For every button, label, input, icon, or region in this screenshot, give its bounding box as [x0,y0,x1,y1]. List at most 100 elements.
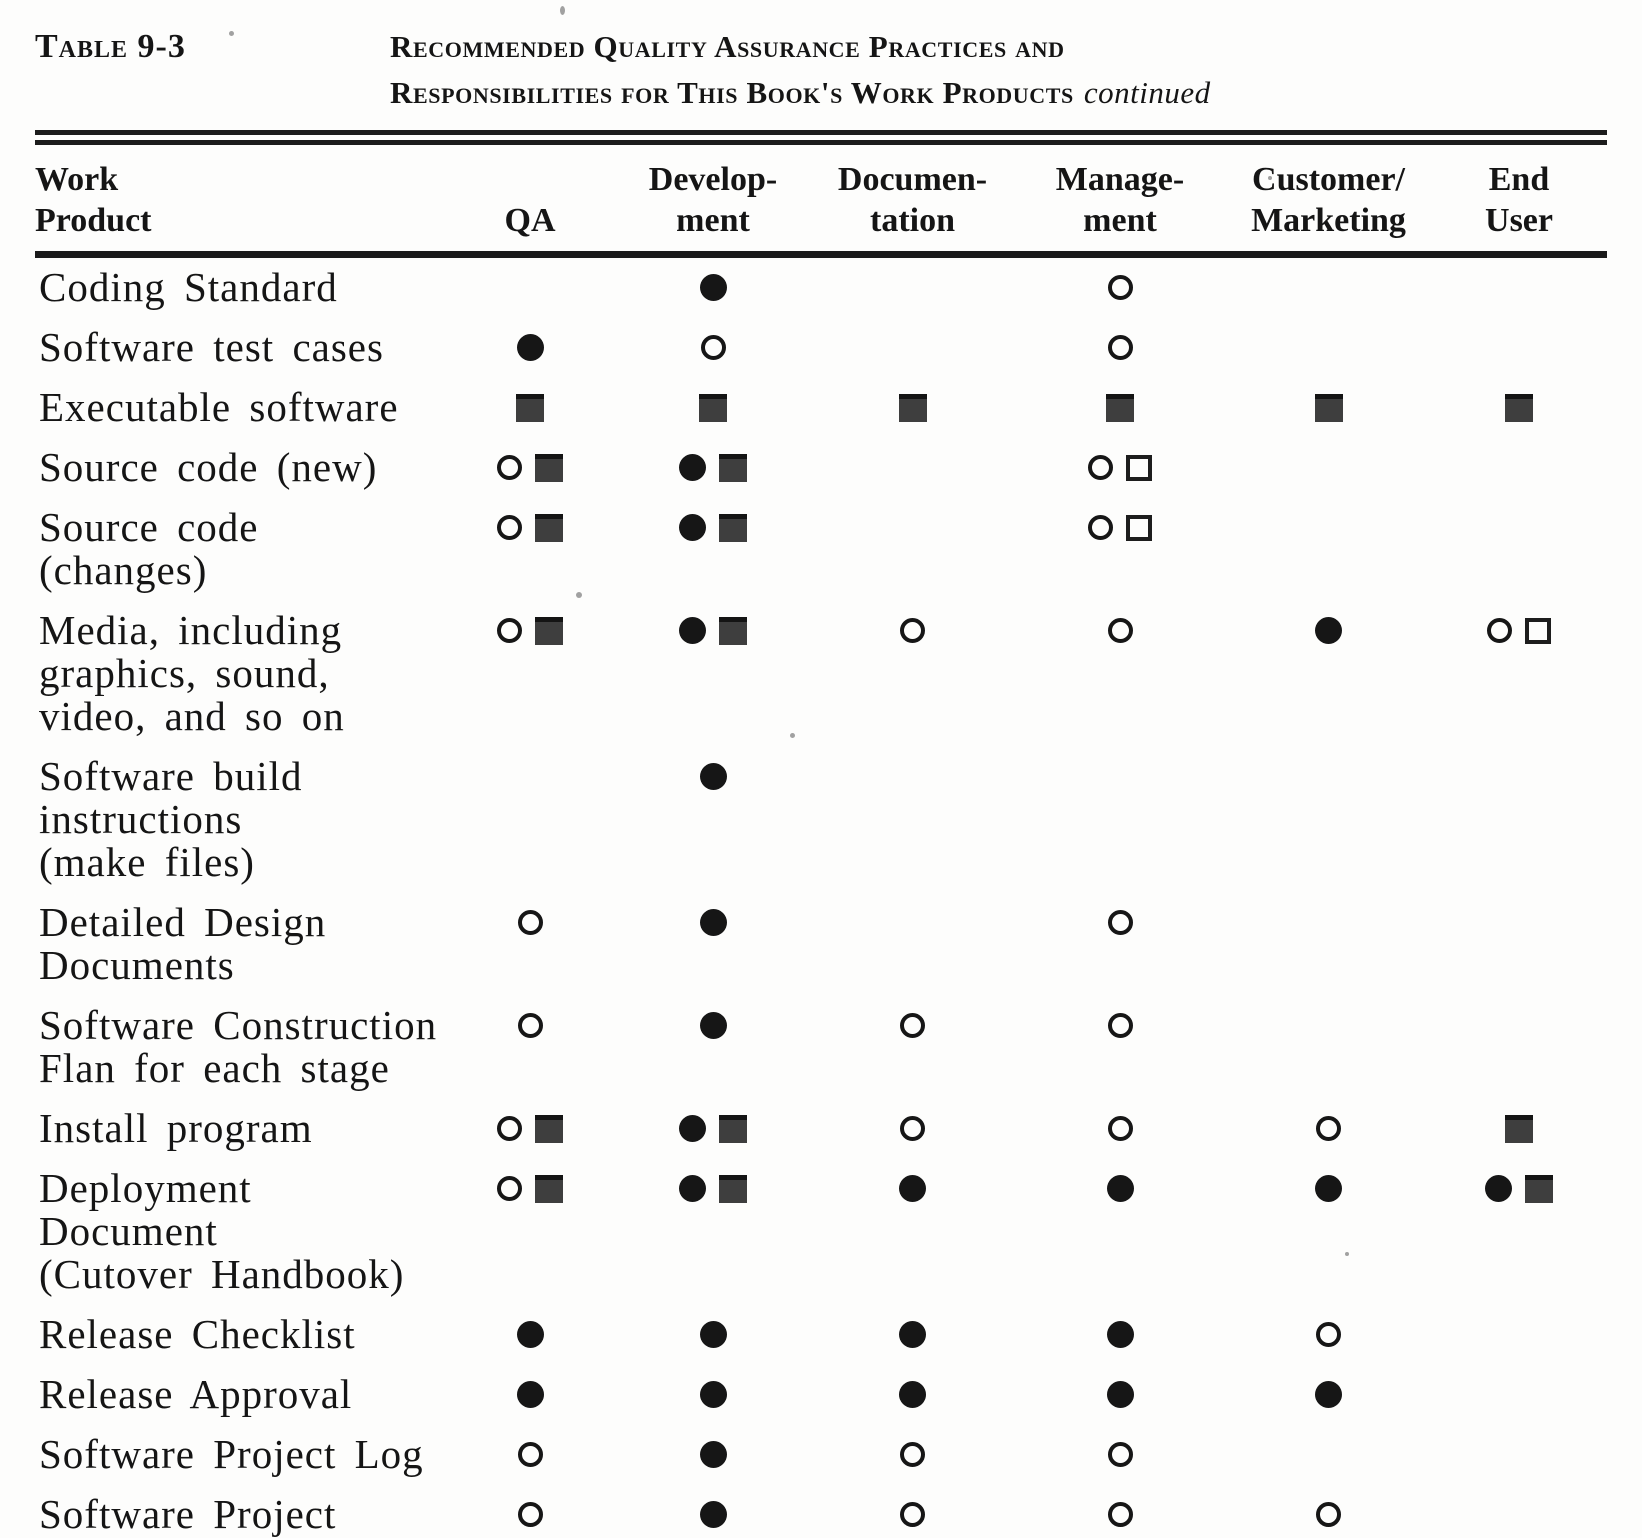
work-product-label: Source code (changes) [39,504,259,593]
filled-square-icon [719,454,747,482]
open-square-icon [1126,455,1152,481]
responsibility-cell [811,378,1014,438]
filled-circle-icon [516,1381,544,1408]
responsibility-cell [811,1305,1014,1365]
table-title-line2: Responsibilities for This Book's Work Pr… [390,70,1211,116]
filled-square-icon [719,1175,747,1203]
responsibility-cell [445,378,615,438]
responsibility-cell [1014,255,1226,319]
scan-speck [560,6,565,15]
responsibility-cell [811,1159,1014,1305]
col-header-work-product: Work Product [35,161,152,239]
responsibility-cell [811,601,1014,747]
responsibility-cell [1014,438,1226,498]
open-circle-icon [1487,618,1512,643]
responsibility-cell [445,318,615,378]
responsibility-cell [1226,438,1431,498]
filled-square-icon [1525,1175,1553,1203]
responsibility-cell [1431,498,1607,601]
filled-circle-icon [1485,1175,1512,1202]
filled-circle-icon [699,1501,727,1528]
open-square-icon [1525,618,1551,644]
responsibility-cell [445,1159,615,1305]
work-product-label: Software build instructions (make files) [39,753,303,885]
open-circle-icon [700,335,726,360]
table-row: Source code (new) [35,438,1607,498]
responsibility-cell [1431,601,1607,747]
filled-circle-icon [699,1321,727,1348]
responsibility-cell [1014,747,1226,893]
responsibility-cell [1431,438,1607,498]
responsibility-cell [1226,1099,1431,1159]
responsibility-cell [811,1365,1014,1425]
responsibility-cell [1014,498,1226,601]
open-circle-icon [1107,335,1133,360]
filled-circle-icon [699,763,727,790]
responsibility-cell [615,601,811,747]
responsibility-cell [445,1425,615,1485]
continued-label: continued [1083,75,1211,110]
responsibility-cell [615,747,811,893]
responsibility-cell [1431,747,1607,893]
responsibility-cell [1014,1305,1226,1365]
table-title-line2-text: Responsibilities for This Book's Work Pr… [390,75,1074,110]
responsibility-cell [1431,1159,1607,1305]
responsibility-cell [1226,893,1431,996]
table-row: Software Project Log [35,1425,1607,1485]
table-number-label: Table 9-3 [35,28,186,65]
open-circle-icon [1316,1322,1341,1347]
responsibility-cell [615,1485,811,1538]
work-product-label: Software Project Log [39,1431,424,1477]
filled-circle-icon [1106,1321,1134,1348]
filled-circle-icon [1315,1175,1342,1202]
work-product-label: Source code (new) [39,444,378,490]
responsibility-cell [1014,1485,1226,1538]
responsibility-cell [1014,1365,1226,1425]
work-product-label: Release Checklist [39,1311,356,1357]
open-circle-icon [1107,275,1133,300]
open-circle-icon [517,1442,543,1467]
responsibility-cell [1226,378,1431,438]
responsibility-cell [615,438,811,498]
table-row: Software build instructions (make files) [35,747,1607,893]
work-product-label: Coding Standard [39,264,338,310]
filled-square-icon [535,1175,563,1203]
table-row: Deployment Document (Cutover Handbook) [35,1159,1607,1305]
header-row: Work Product QA Develop-ment Documen-tati… [35,145,1607,255]
table-row: Install program [35,1099,1607,1159]
open-circle-icon [517,910,543,935]
responsibility-cell [1014,893,1226,996]
responsibility-cell [445,498,615,601]
work-product-label: Software test cases [39,324,384,370]
filled-circle-icon [699,1012,727,1039]
table-title: Recommended Quality Assurance Practices … [390,24,1211,116]
filled-square-icon [719,617,747,645]
responsibility-cell [1226,1305,1431,1365]
filled-circle-icon [699,909,727,936]
filled-circle-icon [516,1321,544,1348]
table-row: Detailed Design Documents [35,893,1607,996]
top-double-rule [35,130,1607,145]
responsibility-cell [445,255,615,319]
filled-square-icon [535,454,563,482]
responsibility-cell [811,1485,1014,1538]
responsibility-cell [1431,378,1607,438]
open-circle-icon [497,618,522,643]
open-circle-icon [1107,1442,1133,1467]
responsibility-cell [1226,601,1431,747]
table-row: Software ProjectHistory Document [35,1485,1607,1538]
responsibility-cell [615,318,811,378]
table-row: Executable software [35,378,1607,438]
work-product-label: Software ProjectHistory Document [39,1491,365,1538]
responsibility-cell [1226,1365,1431,1425]
responsibility-cell [811,438,1014,498]
col-header-development: Develop-ment [648,161,778,239]
table-row: Software test cases [35,318,1607,378]
responsibility-cell [1014,601,1226,747]
table-body: Coding Standard Software test cases Execut… [35,255,1607,1538]
work-product-label: Deployment Document (Cutover Handbook) [39,1165,405,1297]
responsibility-cell [445,1305,615,1365]
responsibility-cell [445,438,615,498]
responsibility-cell [615,255,811,319]
responsibility-cell [1014,996,1226,1099]
